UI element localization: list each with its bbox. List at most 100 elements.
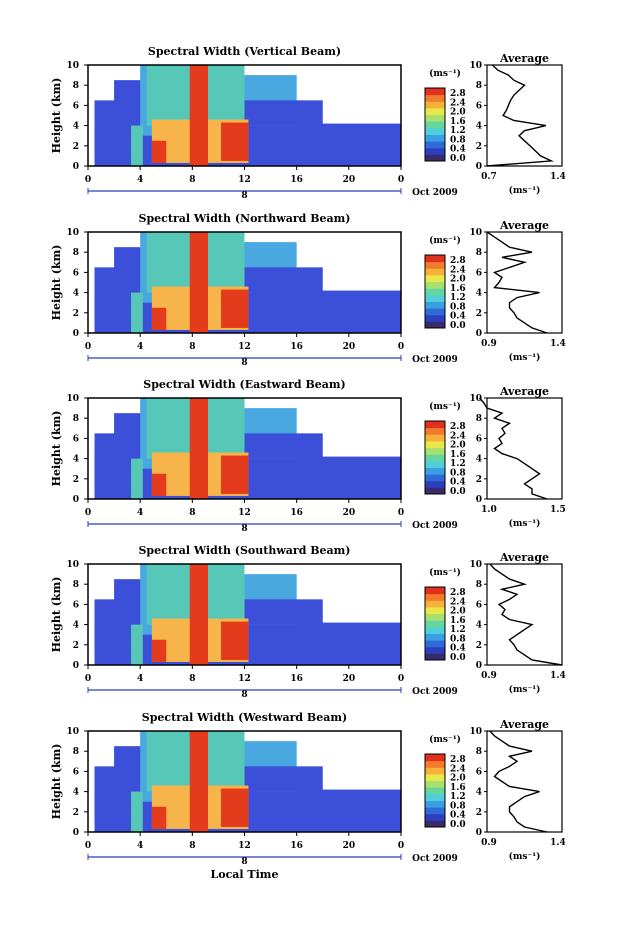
date-label: Oct 2009 bbox=[412, 687, 458, 697]
panel-1: Spectral Width (Northward Beam)0246810He… bbox=[50, 212, 566, 368]
y-tick-label: 0 bbox=[73, 828, 79, 838]
colorbar-segment bbox=[425, 447, 445, 455]
colorbar-segment bbox=[425, 427, 445, 435]
colorbar-frame bbox=[424, 87, 446, 162]
colorbar-tick-label: 0.8 bbox=[450, 801, 466, 811]
average-y-tick-label: 4 bbox=[476, 621, 482, 631]
colorbar-segment bbox=[425, 114, 445, 122]
colorbar-segment bbox=[425, 127, 445, 135]
heatmap-cell bbox=[244, 801, 401, 817]
colorbar-segment bbox=[425, 281, 445, 289]
heatmap bbox=[94, 564, 401, 665]
y-tick-label: 2 bbox=[73, 475, 79, 485]
y-axis-label: Height (km) bbox=[50, 411, 63, 487]
colorbar-segment bbox=[425, 780, 445, 788]
colorbar-segment bbox=[425, 600, 445, 608]
colorbar-segment bbox=[425, 593, 445, 601]
colorbar-segment bbox=[425, 613, 445, 621]
x-tick-label: 0 bbox=[398, 175, 404, 185]
average-y-tick-label: 6 bbox=[476, 434, 482, 444]
colorbar-segment bbox=[425, 141, 445, 149]
colorbar-tick-label: 0.0 bbox=[450, 321, 466, 331]
x-tick-label: 16 bbox=[290, 674, 303, 684]
colorbar-segment bbox=[425, 793, 445, 801]
average-y-tick-label: 6 bbox=[476, 101, 482, 111]
x-tick-label: 4 bbox=[137, 674, 143, 684]
colorbar-segment bbox=[425, 467, 445, 475]
average-title: Average bbox=[499, 718, 549, 731]
colorbar-segment bbox=[425, 308, 445, 316]
y-tick-label: 4 bbox=[73, 788, 79, 798]
colorbar-segment bbox=[425, 454, 445, 462]
colorbar-segment bbox=[425, 434, 445, 442]
y-tick-label: 6 bbox=[73, 600, 79, 610]
colorbar-segment bbox=[425, 94, 445, 102]
heatmap-cell bbox=[189, 731, 208, 832]
heatmap-cell bbox=[189, 65, 208, 166]
average-x-tick-label: 1.4 bbox=[550, 671, 566, 681]
panel-3: Spectral Width (Southward Beam)0246810He… bbox=[50, 544, 566, 700]
average-y-tick-label: 10 bbox=[469, 61, 482, 71]
colorbar-segment bbox=[425, 787, 445, 795]
colorbar-segment bbox=[425, 288, 445, 296]
average-y-tick-label: 2 bbox=[476, 142, 482, 152]
y-tick-label: 2 bbox=[73, 641, 79, 651]
heatmap-cell bbox=[221, 289, 249, 328]
average-x-axis-label: (ms⁻¹) bbox=[509, 352, 541, 363]
x-tick-label: 12 bbox=[238, 342, 251, 352]
colorbar-tick-label: 1.2 bbox=[450, 459, 466, 469]
heatmap-cell bbox=[151, 140, 167, 163]
heatmap-cell bbox=[221, 455, 249, 494]
average-x-tick-label: 1.4 bbox=[550, 339, 566, 349]
y-tick-label: 2 bbox=[73, 808, 79, 818]
average-y-tick-label: 2 bbox=[476, 309, 482, 319]
heatmap-cell bbox=[244, 267, 323, 293]
average-y-tick-label: 8 bbox=[476, 248, 482, 258]
y-tick-label: 10 bbox=[66, 228, 79, 238]
average-x-axis-label: (ms⁻¹) bbox=[509, 185, 541, 196]
y-tick-label: 0 bbox=[73, 162, 79, 172]
colorbar-tick-label: 0.0 bbox=[450, 820, 466, 830]
date-axis-label: 8 bbox=[241, 358, 247, 368]
colorbar-tick-label: 0.8 bbox=[450, 302, 466, 312]
colorbar-segment bbox=[425, 820, 445, 828]
heatmap-cell bbox=[244, 599, 323, 625]
date-label: Oct 2009 bbox=[412, 355, 458, 365]
x-tick-label: 8 bbox=[189, 508, 195, 518]
colorbar-unit: (ms⁻¹) bbox=[429, 567, 461, 578]
colorbar-tick-label: 2.0 bbox=[450, 607, 466, 617]
colorbar-tick-label: 1.2 bbox=[450, 126, 466, 136]
x-tick-label: 0 bbox=[85, 342, 91, 352]
heatmap-cell bbox=[189, 564, 208, 665]
date-axis-label: 8 bbox=[241, 191, 247, 201]
colorbar-segment bbox=[425, 767, 445, 775]
average-profile-line bbox=[489, 730, 548, 833]
x-axis-label: Local Time bbox=[211, 868, 279, 881]
colorbar-tick-label: 2.0 bbox=[450, 108, 466, 118]
colorbar-tick-label: 1.6 bbox=[450, 284, 466, 294]
colorbar-segment bbox=[425, 268, 445, 276]
colorbar-segment bbox=[425, 587, 445, 595]
y-tick-label: 0 bbox=[73, 329, 79, 339]
y-tick-label: 4 bbox=[73, 289, 79, 299]
heatmap-cell bbox=[151, 639, 167, 662]
heatmap bbox=[94, 232, 401, 333]
y-tick-label: 8 bbox=[73, 81, 79, 91]
colorbar-segment bbox=[425, 606, 445, 615]
colorbar-tick-label: 0.4 bbox=[450, 478, 466, 488]
average-y-tick-label: 0 bbox=[476, 495, 482, 505]
heatmap-cell bbox=[131, 458, 143, 499]
y-tick-label: 10 bbox=[66, 61, 79, 71]
panel-0: Spectral Width (Vertical Beam)0246810Hei… bbox=[50, 45, 566, 201]
average-title: Average bbox=[499, 219, 549, 232]
heatmap-cell bbox=[189, 398, 208, 499]
average-y-tick-label: 0 bbox=[476, 661, 482, 671]
average-x-tick-label: 1.4 bbox=[550, 838, 566, 848]
colorbar-tick-label: 0.0 bbox=[450, 487, 466, 497]
x-tick-label: 12 bbox=[238, 175, 251, 185]
x-tick-label: 20 bbox=[343, 674, 356, 684]
colorbar-tick-label: 1.6 bbox=[450, 783, 466, 793]
y-tick-label: 10 bbox=[66, 727, 79, 737]
heatmap-cell bbox=[221, 788, 249, 827]
